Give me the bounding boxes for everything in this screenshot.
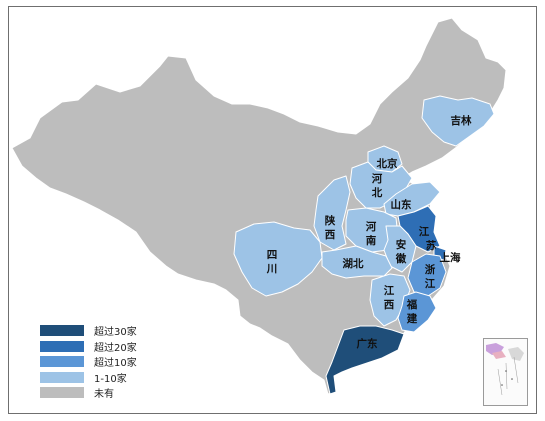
province-sichuan[interactable] bbox=[233, 221, 323, 297]
label-shanghai: 上海 bbox=[440, 251, 461, 264]
legend-item-over30: 超过30家 bbox=[40, 323, 137, 339]
label-zhejiang-2: 江 bbox=[425, 277, 436, 290]
inset-dot bbox=[501, 384, 503, 386]
label-jiangxi-1: 江 bbox=[384, 284, 395, 297]
label-jiangxi-2: 西 bbox=[384, 299, 395, 311]
legend-item-over20: 超过20家 bbox=[40, 339, 137, 355]
legend-label-1-10: 1-10家 bbox=[94, 373, 127, 385]
label-shandong: 山东 bbox=[391, 198, 412, 211]
label-beijing: 北京 bbox=[377, 157, 398, 170]
label-henan-2: 南 bbox=[366, 234, 377, 247]
inset-dot bbox=[511, 378, 513, 380]
legend-label-over10: 超过10家 bbox=[94, 358, 137, 370]
legend-label-none: 未有 bbox=[94, 389, 114, 401]
legend-item-over10: 超过10家 bbox=[40, 354, 137, 370]
label-fujian-1: 福 bbox=[406, 298, 418, 311]
label-fujian-2: 建 bbox=[406, 312, 418, 325]
legend-item-1-10: 1-10家 bbox=[40, 370, 137, 386]
label-sichuan-1: 四 bbox=[267, 249, 278, 261]
legend-swatch-over20 bbox=[40, 340, 84, 352]
legend-swatch-none bbox=[40, 387, 84, 399]
label-anhui-1: 安 bbox=[396, 238, 407, 251]
inset-coast bbox=[508, 347, 524, 361]
legend-item-none: 未有 bbox=[40, 385, 137, 401]
label-hebei-2: 北 bbox=[372, 186, 383, 199]
province-hubei[interactable] bbox=[321, 245, 393, 279]
label-anhui-2: 徽 bbox=[395, 252, 407, 265]
province-fujian[interactable] bbox=[397, 291, 437, 333]
label-shaanxi-1: 陕 bbox=[325, 214, 336, 227]
label-zhejiang-1: 浙 bbox=[425, 263, 436, 276]
inset-dot bbox=[505, 370, 507, 372]
province-shaanxi[interactable] bbox=[313, 175, 351, 251]
label-hubei: 湖北 bbox=[343, 257, 364, 270]
province-anhui[interactable] bbox=[383, 225, 417, 273]
label-sichuan-2: 川 bbox=[266, 263, 278, 275]
province-zhejiang[interactable] bbox=[407, 253, 447, 297]
south-china-sea-inset bbox=[483, 338, 528, 406]
legend-swatch-over10 bbox=[40, 356, 84, 368]
map-legend: 超过30家 超过20家 超过10家 1-10家 未有 bbox=[40, 323, 137, 401]
inset-boundary-lines bbox=[497, 356, 519, 396]
label-henan-1: 河 bbox=[366, 221, 377, 233]
province-shandong[interactable] bbox=[383, 181, 441, 217]
inset-island bbox=[492, 351, 506, 359]
legend-label-over30: 超过30家 bbox=[94, 327, 137, 339]
label-jiangsu-1: 江 bbox=[419, 225, 430, 238]
inset-map bbox=[486, 343, 524, 396]
label-jilin: 吉林 bbox=[451, 114, 472, 127]
province-jilin[interactable] bbox=[421, 95, 495, 147]
label-shaanxi-2: 西 bbox=[325, 229, 336, 241]
province-guangdong[interactable] bbox=[325, 325, 405, 395]
legend-label-over20: 超过20家 bbox=[94, 342, 137, 354]
label-guangdong: 广东 bbox=[357, 337, 378, 350]
label-jiangsu-2: 苏 bbox=[426, 239, 437, 252]
legend-swatch-1-10 bbox=[40, 371, 84, 383]
legend-swatch-over30 bbox=[40, 325, 84, 337]
label-hebei-1: 河 bbox=[372, 173, 383, 185]
